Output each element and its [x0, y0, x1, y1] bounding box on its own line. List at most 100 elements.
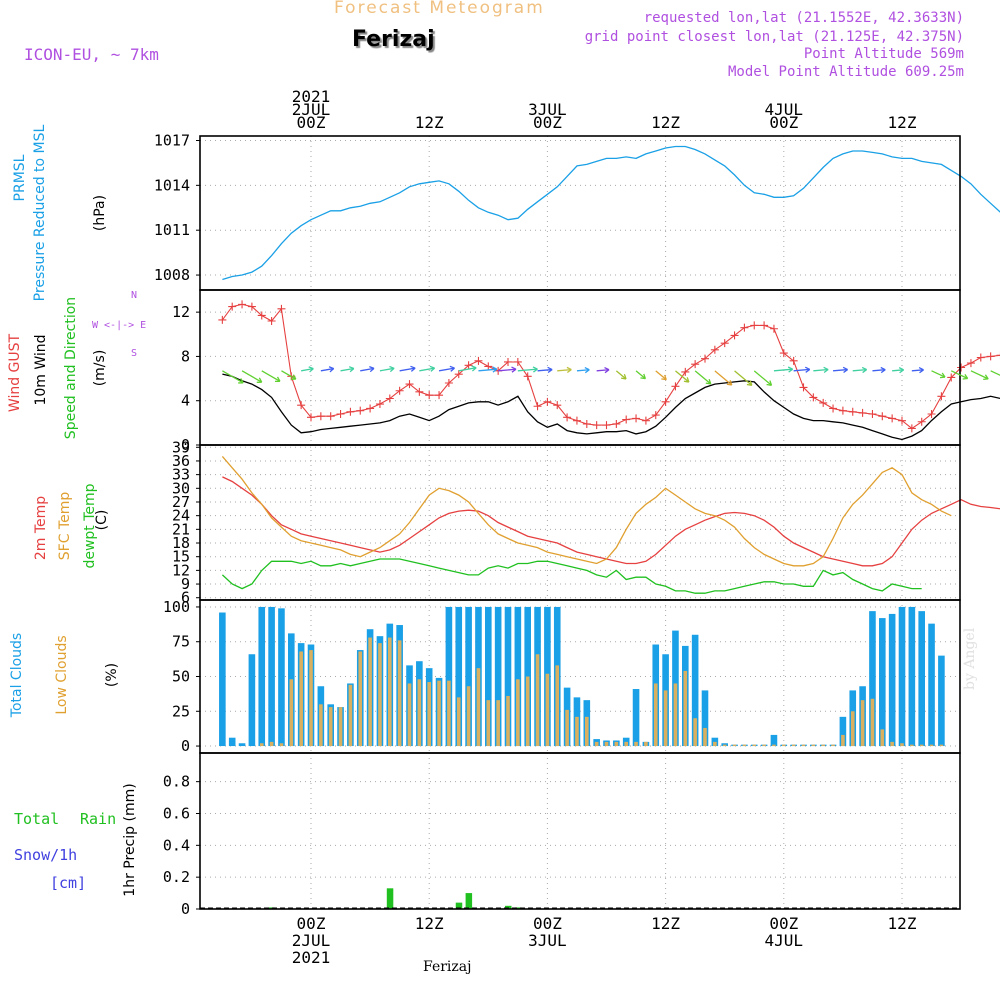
bottom-time-label: 2JUL [292, 931, 331, 950]
gust-point [671, 382, 680, 391]
total-cloud-bar [278, 608, 285, 747]
low-cloud-bar [437, 680, 441, 747]
low-cloud-bar [663, 690, 668, 747]
low-cloud-bar [860, 700, 865, 747]
top-time-label: 4JUL [765, 100, 804, 119]
low-cloud-bar [713, 741, 717, 747]
wind-arrow-head [983, 374, 989, 381]
wind-direction-arrow [498, 366, 517, 373]
ytick-label: 27 [172, 493, 190, 511]
wind-arrow-head [274, 376, 281, 383]
gust-line [221, 303, 1000, 430]
wind-direction-arrow [320, 366, 335, 373]
low-cloud-bar [644, 741, 648, 747]
wind-arrow-head [604, 366, 610, 374]
wind-arrow-shaft [419, 367, 435, 372]
total-cloud-bar [504, 606, 512, 747]
gust-point [710, 345, 719, 354]
low-cloud-bar [841, 734, 845, 747]
gust-point [297, 401, 306, 410]
gust-point [760, 321, 769, 330]
wind-arrow-head [766, 380, 773, 386]
ytick-label: 0 [181, 737, 190, 755]
gust-point [513, 357, 522, 366]
low-cloud-bar [594, 741, 599, 747]
compass-n: N [131, 290, 138, 301]
ytick-label: 33 [172, 466, 190, 484]
wind-arrow-shaft [261, 370, 281, 382]
gust-point [789, 356, 798, 365]
gust-point [878, 412, 887, 421]
wind-arrow-shaft [635, 370, 646, 380]
wind-arrow-head [939, 372, 946, 379]
low-cloud-bar [348, 684, 353, 747]
wind-arrow-shaft [694, 370, 712, 385]
pressure-line [222, 145, 1000, 281]
wind-arrow-shaft [892, 369, 904, 372]
gust-point [247, 302, 256, 311]
wind-direction-arrow [911, 367, 924, 374]
gust-point [848, 407, 857, 416]
ytick-label: 0 [181, 900, 190, 918]
gust-point [435, 391, 444, 400]
total-cloud-bar [918, 611, 925, 747]
top-time-label: 2021 [292, 87, 331, 106]
low-cloud-bar [407, 683, 412, 747]
wind-arrow-head [348, 366, 355, 373]
precip-rain-label: Rain [80, 810, 117, 828]
wind-arrow-head [746, 380, 753, 386]
gust-point [356, 406, 365, 415]
grid-point-coords: grid point closest lon,lat (21.125E, 42.… [584, 29, 964, 45]
gust-point [257, 311, 266, 320]
wind-direction-arrow [576, 366, 590, 374]
low-cloud-bar [545, 673, 550, 747]
wind-arrow-head [584, 366, 590, 374]
low-cloud-bar [585, 716, 589, 747]
temp-line-dewpt [221, 558, 922, 594]
wind-arrow-shaft [773, 368, 793, 372]
gust-point [829, 404, 838, 413]
gust-point [898, 416, 906, 425]
wind-arrow-head [449, 365, 455, 372]
wind-arrow-shaft [655, 370, 667, 381]
total-cloud-bar [928, 623, 935, 747]
total-cloud-bar [465, 606, 472, 747]
low-cloud-bar [378, 643, 382, 747]
low-cloud-bar [703, 727, 707, 747]
wind-direction-arrow [931, 370, 946, 379]
gust-point [425, 391, 434, 400]
total-cloud-bar [485, 606, 492, 747]
top-time-label: 2JUL [292, 100, 331, 119]
wind-direction-arrow [694, 370, 712, 385]
gust-point [316, 412, 325, 421]
wind-arrow-head [532, 366, 538, 373]
gust-point [641, 416, 650, 425]
wind-arrow-head [290, 374, 297, 380]
gust-point [701, 354, 709, 363]
wind-arrow-shaft [813, 368, 829, 372]
wind-direction-arrow [990, 370, 1000, 376]
wind-direction-arrow [852, 366, 868, 374]
total-cloud-bar [632, 689, 640, 747]
gust-point [366, 404, 375, 413]
gust-point [228, 302, 237, 311]
bottom-time-label: 00Z [769, 914, 798, 933]
wind-direction-arrow [655, 370, 667, 381]
wind-arrow-head [238, 378, 244, 384]
low-cloud-bar [388, 637, 392, 747]
gust-point [444, 379, 453, 387]
wind-arrow-head [620, 374, 627, 380]
wind-line [222, 373, 1000, 441]
low-cloud-bar [624, 741, 628, 747]
wind-arrow-head [823, 366, 829, 373]
wind-arrow-shaft [399, 367, 416, 372]
low-cloud-bar [338, 707, 343, 747]
gust-point [917, 417, 926, 426]
wind-direction-arrow [517, 366, 538, 373]
location-title: Ferizaj [352, 27, 435, 52]
low-cloud-bar [604, 741, 609, 747]
total-cloud-bar [258, 606, 266, 747]
ytick-label: 30 [172, 479, 190, 497]
wind-direction-arrow [635, 370, 647, 380]
wind-direction-arrow [399, 365, 416, 372]
